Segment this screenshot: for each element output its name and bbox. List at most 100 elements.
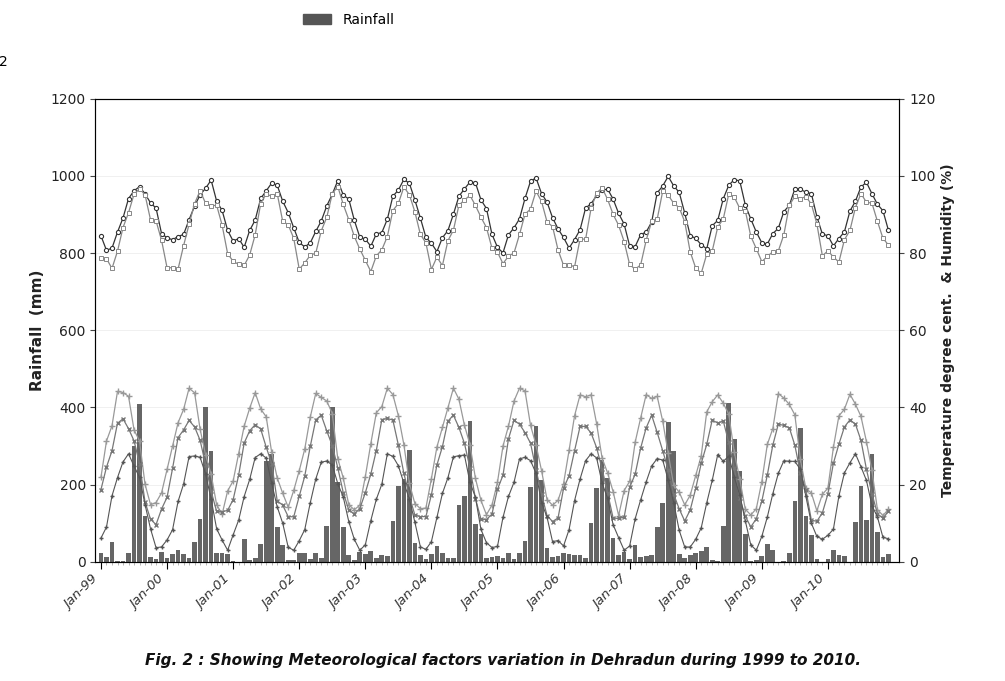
Line: Tmean: Tmean xyxy=(98,413,890,529)
Y-axis label: Rainfall  (mm): Rainfall (mm) xyxy=(30,270,45,391)
Bar xyxy=(633,545,637,562)
RH2 xyxy=(343,216,355,224)
Bar xyxy=(698,551,703,562)
Bar xyxy=(605,478,610,562)
Bar xyxy=(478,534,483,562)
Bar xyxy=(429,554,434,562)
Bar xyxy=(303,553,308,562)
Bar xyxy=(242,539,246,562)
Bar xyxy=(445,558,450,562)
Tmin xyxy=(667,498,679,507)
Tmax xyxy=(216,510,228,518)
Bar xyxy=(198,519,202,562)
Bar xyxy=(682,558,687,562)
RH1 xyxy=(882,226,894,234)
Legend: Tmean, Tmax, Tmin, RH1, RH2: Tmean, Tmax, Tmin, RH1, RH2 xyxy=(0,54,9,69)
Bar xyxy=(853,522,857,562)
Bar xyxy=(170,554,175,562)
Bar xyxy=(253,558,257,562)
Bar xyxy=(116,561,120,562)
Bar xyxy=(495,556,499,562)
Bar xyxy=(127,553,131,562)
RH1 xyxy=(211,197,223,205)
Bar xyxy=(638,557,643,562)
Bar xyxy=(732,439,737,562)
Bar xyxy=(341,527,346,562)
Bar xyxy=(165,558,170,562)
Bar xyxy=(880,557,885,562)
Tmax xyxy=(667,481,679,490)
Bar xyxy=(864,520,868,562)
Tmin xyxy=(740,517,752,525)
Bar xyxy=(418,556,423,562)
Bar xyxy=(611,538,615,562)
Bar xyxy=(809,535,814,562)
Bar xyxy=(264,461,268,562)
Bar xyxy=(600,460,604,562)
Tmin xyxy=(751,546,763,554)
Bar xyxy=(484,558,488,562)
Bar xyxy=(462,496,466,562)
Bar xyxy=(209,451,213,562)
RH2 xyxy=(150,217,162,225)
Bar xyxy=(336,482,340,562)
Bar xyxy=(666,422,670,562)
Bar xyxy=(782,560,786,562)
Bar xyxy=(132,446,137,562)
Bar xyxy=(572,555,577,562)
Bar xyxy=(369,552,373,562)
Bar xyxy=(727,403,731,562)
Tmin xyxy=(123,449,135,458)
Bar xyxy=(330,407,335,562)
Tmax xyxy=(613,511,625,520)
Bar xyxy=(325,526,329,562)
Bar xyxy=(143,516,148,562)
Bar xyxy=(319,558,324,562)
Bar xyxy=(561,554,566,562)
Bar xyxy=(105,557,109,562)
Bar xyxy=(567,554,572,562)
Bar xyxy=(451,558,455,562)
RH2 xyxy=(332,183,344,191)
Bar xyxy=(875,533,879,562)
Bar xyxy=(159,552,164,562)
RH1 xyxy=(751,228,763,236)
Bar xyxy=(269,454,274,562)
Bar xyxy=(649,554,654,562)
Bar xyxy=(363,554,368,562)
Tmin xyxy=(94,534,107,542)
Bar xyxy=(540,479,544,562)
Bar xyxy=(500,558,506,562)
Bar xyxy=(407,449,412,562)
Bar xyxy=(858,486,863,562)
Bar xyxy=(594,488,599,562)
Bar xyxy=(710,560,715,562)
Bar xyxy=(374,558,379,562)
Bar xyxy=(550,557,555,562)
Line: Tmin: Tmin xyxy=(98,452,890,552)
Tmean xyxy=(751,515,763,523)
Y-axis label: Temperature degree cent.  & Humidity (%): Temperature degree cent. & Humidity (%) xyxy=(941,163,955,497)
Bar xyxy=(771,550,775,562)
Bar xyxy=(258,543,263,562)
Bar xyxy=(280,545,285,562)
Bar xyxy=(529,487,533,562)
Bar xyxy=(655,527,659,562)
Bar xyxy=(507,553,511,562)
Bar xyxy=(148,557,153,562)
Bar xyxy=(886,554,890,562)
RH1 xyxy=(94,232,107,240)
Bar xyxy=(285,560,290,562)
Tmean xyxy=(343,506,355,514)
Tmean xyxy=(882,507,894,516)
Bar xyxy=(622,552,626,562)
Bar xyxy=(787,553,792,562)
Bar xyxy=(676,554,681,562)
Bar xyxy=(545,548,550,562)
Bar xyxy=(176,550,181,562)
Bar xyxy=(473,524,477,562)
Bar xyxy=(578,556,583,562)
Bar xyxy=(220,553,224,562)
Bar xyxy=(627,559,632,562)
RH1 xyxy=(150,204,162,212)
